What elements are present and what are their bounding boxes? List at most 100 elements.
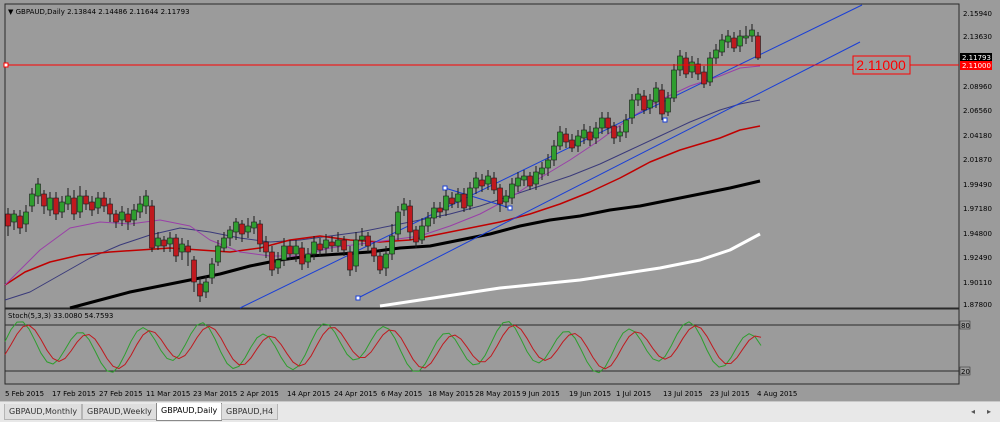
candle-bull xyxy=(359,235,365,241)
candle-bear xyxy=(263,241,269,253)
candle-bull xyxy=(59,201,65,213)
chart-menu-arrow-icon[interactable]: ▼ xyxy=(8,8,16,16)
channel-anchor-handle[interactable] xyxy=(442,185,448,191)
time-axis-label: 6 May 2015 xyxy=(381,390,422,398)
candle-bull xyxy=(23,211,29,225)
candle-bull xyxy=(467,187,473,207)
stochastic-plot-area[interactable] xyxy=(4,308,960,385)
candle-bear xyxy=(587,131,593,141)
hline-callout-box xyxy=(852,55,911,75)
candle-bull xyxy=(431,207,437,219)
candle-bear xyxy=(41,193,47,207)
tabs-scroll-right-icon[interactable]: ▸ xyxy=(986,407,991,416)
price-axis-label: 2.06560 xyxy=(963,107,992,115)
candle-bull xyxy=(473,177,479,189)
candle-bull xyxy=(395,211,401,235)
candle-bull xyxy=(311,241,317,255)
price-chart[interactable]: 2.11000 ▼ GBPAUD,Daily 2.13844 2.14486 2… xyxy=(0,0,1000,401)
stoch-level-low-label: 20 xyxy=(961,368,970,376)
channel-connector-line[interactable] xyxy=(444,187,511,209)
candle-bull xyxy=(557,131,563,147)
candle-bear xyxy=(461,193,467,209)
hline-price-axis-label: 2.11000 xyxy=(962,62,991,70)
time-axis[interactable]: 5 Feb 2015 17 Feb 2015 27 Feb 2015 11 Ma… xyxy=(5,390,797,398)
ma-black-line xyxy=(69,179,761,310)
price-axis-label: 1.94800 xyxy=(963,230,992,238)
chart-tabs-bar: GBPAUD,Monthly GBPAUD,Weekly GBPAUD,Dail… xyxy=(0,401,1000,422)
candlesticks xyxy=(5,24,761,302)
candle-bull xyxy=(137,203,143,213)
candle-bull xyxy=(425,217,431,227)
candle-bull xyxy=(509,183,515,199)
candle-bull xyxy=(65,195,71,205)
tab-gbpaud-daily[interactable]: GBPAUD,Daily xyxy=(156,403,223,421)
channel-anchor-handle[interactable] xyxy=(662,117,668,123)
candle-bull xyxy=(281,245,287,261)
candle-bull xyxy=(455,193,461,203)
channel-anchor-handle[interactable] xyxy=(355,295,361,301)
candle-bull xyxy=(575,135,581,147)
candle-bull xyxy=(671,69,677,99)
candle-bear xyxy=(347,251,353,271)
candle-bull xyxy=(233,221,239,233)
price-axis-label: 2.08960 xyxy=(963,83,992,91)
time-axis-label: 5 Feb 2015 xyxy=(5,390,44,398)
hline-handle[interactable] xyxy=(3,62,9,68)
time-axis-label: 23 Jul 2015 xyxy=(710,390,750,398)
candle-bull xyxy=(725,35,731,43)
current-price-label: 2.11793 xyxy=(962,54,991,62)
channel-lower-line[interactable] xyxy=(357,41,861,299)
time-axis-label: 4 Aug 2015 xyxy=(757,390,797,398)
channel-anchor-handle[interactable] xyxy=(507,205,513,211)
candle-bear xyxy=(731,37,737,49)
stoch-level-high-label: 80 xyxy=(961,322,970,330)
candle-bear xyxy=(755,35,761,59)
candle-bull xyxy=(743,35,749,39)
candle-bull xyxy=(401,203,407,211)
candle-bull xyxy=(11,213,17,223)
price-axis-label: 1.90110 xyxy=(963,279,992,287)
candle-bull xyxy=(677,55,683,71)
time-axis-label: 17 Feb 2015 xyxy=(52,390,96,398)
candle-bull xyxy=(335,239,341,247)
tab-gbpaud-weekly[interactable]: GBPAUD,Weekly xyxy=(82,404,157,420)
candle-bull xyxy=(533,171,539,185)
price-axis[interactable]: 2.15940 2.13630 2.08960 2.06560 2.04180 … xyxy=(959,10,992,376)
candle-bear xyxy=(527,175,533,187)
candle-bull xyxy=(503,195,509,203)
candle-bear xyxy=(161,239,167,247)
candle-bear xyxy=(497,187,503,205)
candle-bull xyxy=(551,145,557,161)
candle-bull xyxy=(581,129,587,139)
tab-gbpaud-h4[interactable]: GBPAUD,H4 xyxy=(221,404,279,420)
candle-bear xyxy=(659,89,665,115)
candle-bull xyxy=(635,93,641,101)
candle-bear xyxy=(329,241,335,247)
time-axis-label: 11 Mar 2015 xyxy=(146,390,190,398)
stochastic-lines xyxy=(4,321,762,374)
candle-bull xyxy=(155,237,161,247)
current-price-tag xyxy=(960,53,992,62)
candle-bull xyxy=(665,97,671,113)
candle-bear xyxy=(89,201,95,211)
candle-bull xyxy=(227,229,233,239)
candle-bear xyxy=(107,203,113,215)
ma-slow-line xyxy=(4,99,761,301)
candle-bull xyxy=(95,197,101,209)
candle-bull xyxy=(689,61,695,73)
candle-bear xyxy=(683,57,689,75)
candle-bear xyxy=(701,71,707,85)
candle-bull xyxy=(167,237,173,245)
tab-gbpaud-monthly[interactable]: GBPAUD,Monthly xyxy=(4,404,83,420)
time-axis-label: 28 May 2015 xyxy=(475,390,521,398)
candle-bear xyxy=(449,197,455,205)
price-plot-area[interactable] xyxy=(4,3,960,309)
price-axis-label: 2.15940 xyxy=(963,10,992,18)
tabs-scroll-left-icon[interactable]: ◂ xyxy=(970,407,975,416)
candle-bear xyxy=(569,139,575,149)
candle-bull xyxy=(521,175,527,181)
candle-bull xyxy=(443,195,449,211)
candle-bull xyxy=(245,225,251,233)
candle-bear xyxy=(611,125,617,139)
candle-bear xyxy=(299,247,305,265)
